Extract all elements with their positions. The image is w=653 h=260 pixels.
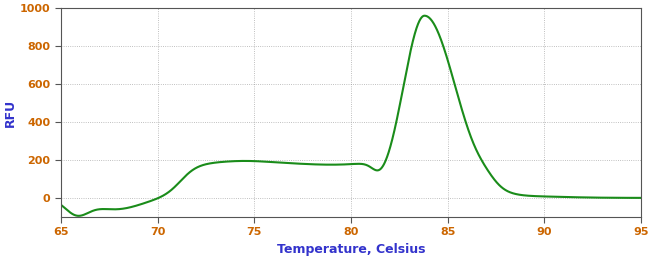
Y-axis label: RFU: RFU	[4, 99, 17, 127]
X-axis label: Temperature, Celsius: Temperature, Celsius	[277, 243, 425, 256]
